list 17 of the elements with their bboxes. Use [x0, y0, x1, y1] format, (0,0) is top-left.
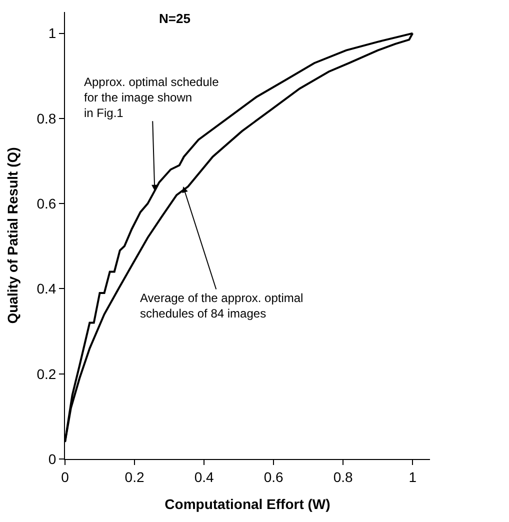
- x-tick-label: 0.2: [124, 468, 144, 485]
- y-axis-title: Quality of Patial Result (Q): [4, 147, 20, 324]
- annotation: N=25: [159, 11, 190, 26]
- y-tick-label: 0.4: [36, 280, 56, 297]
- x-tick-label: 0.8: [333, 468, 354, 485]
- y-tick-label: 0.8: [36, 110, 56, 126]
- x-tick-label: 0.4: [194, 468, 214, 485]
- x-tick-label: 0: [61, 468, 70, 485]
- y-tick-label: 1: [48, 25, 56, 42]
- y-tick-label: 0.6: [36, 195, 56, 212]
- x-tick-label: 1: [408, 468, 417, 485]
- annotation: Approx. optimal schedule for the image shown in Fig.1: [84, 75, 220, 120]
- x-axis-title: Computational Effort (W): [164, 496, 330, 512]
- x-tick-label: 0.6: [264, 468, 284, 485]
- y-tick-label: 0.2: [36, 366, 56, 382]
- annotation: Average of the approx. optimal schedules of 84 images: [140, 291, 304, 321]
- y-tick-label: 0: [48, 450, 56, 467]
